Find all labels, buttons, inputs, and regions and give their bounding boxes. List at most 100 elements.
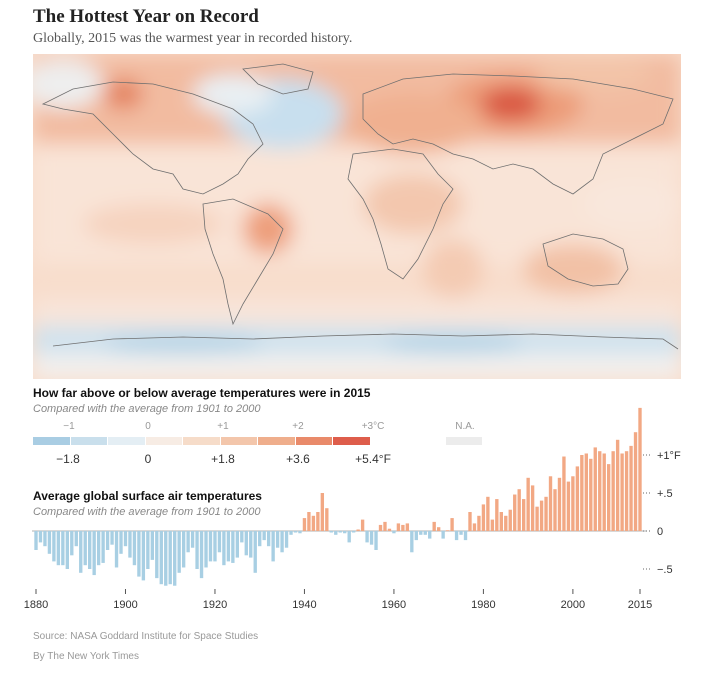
legend-swatch [145, 437, 182, 445]
x-tick-label: 1940 [292, 599, 316, 611]
bar-1998 [562, 456, 566, 531]
bar-1977 [468, 512, 472, 531]
bar-1914 [186, 531, 190, 553]
bar-1985 [504, 515, 508, 531]
bar-1972 [445, 530, 450, 531]
legend-na-swatch [446, 437, 482, 445]
bar-1889 [74, 531, 78, 547]
bar-2005 [593, 447, 597, 531]
legend-swatch [258, 437, 295, 445]
bar-1909 [164, 531, 168, 586]
bar-1963 [405, 523, 410, 531]
bar-1994 [544, 496, 548, 531]
bar-1936 [284, 531, 289, 548]
bar-1992 [535, 506, 539, 531]
bar-1881 [38, 531, 43, 543]
bar-1910 [168, 531, 172, 585]
bar-1923 [226, 531, 231, 562]
chart-subtitle: Compared with the average from 1901 to 2… [33, 506, 261, 518]
bar-1940 [302, 518, 307, 531]
x-tick-label: 2015 [628, 599, 652, 611]
page-title: The Hottest Year on Record [33, 6, 259, 27]
bar-1900 [123, 531, 128, 547]
bar-1987 [513, 494, 517, 531]
bar-1956 [374, 531, 378, 550]
bar-1980 [481, 504, 486, 531]
bar-1931 [262, 531, 266, 541]
bar-1894 [96, 531, 101, 566]
x-tick-label: 2000 [561, 599, 585, 611]
bar-1934 [275, 531, 280, 548]
y-tick-label: −.5 [657, 564, 673, 576]
bar-1898 [114, 531, 119, 568]
x-tick-label: 1980 [471, 599, 495, 611]
page-subtitle: Globally, 2015 was the warmest year in r… [33, 31, 353, 46]
bar-1895 [101, 531, 105, 563]
bar-1955 [369, 531, 374, 545]
bar-1928 [249, 531, 253, 558]
bar-1969 [432, 521, 436, 531]
bar-2001 [575, 466, 580, 531]
legend-swatch [108, 437, 145, 445]
anomaly-blobs [33, 54, 681, 379]
eurasia-outline [362, 73, 674, 195]
bar-1922 [222, 531, 226, 566]
bar-1887 [65, 531, 69, 569]
legend-swatch [70, 437, 107, 445]
bar-1941 [307, 512, 311, 531]
bar-1970 [436, 527, 441, 531]
legend-na-label: N.A. [455, 421, 475, 432]
source-note: Source: NASA Goddard Institute for Space… [33, 631, 259, 642]
bar-1944 [320, 493, 325, 531]
bar-1921 [217, 531, 222, 553]
bar-1886 [61, 531, 65, 566]
bar-1968 [428, 531, 432, 539]
bar-1995 [548, 476, 553, 531]
bar-1906 [150, 531, 155, 560]
bar-1888 [70, 531, 74, 556]
bar-1932 [266, 531, 271, 547]
bar-1884 [52, 531, 56, 562]
bar-1920 [213, 531, 217, 562]
bar-1908 [159, 531, 163, 585]
bar-1897 [110, 531, 114, 545]
legend-fahrenheit-label: +3.6 [286, 452, 310, 466]
bar-1957 [378, 524, 383, 531]
bar-1892 [88, 531, 92, 569]
y-tick-label: +1°F [657, 450, 681, 462]
legend-fahrenheit-label: +1.8 [211, 452, 235, 466]
bar-1948 [338, 531, 342, 533]
bar-1902 [132, 531, 137, 566]
y-tick-label: +.5 [657, 488, 673, 500]
bar-1903 [137, 531, 141, 577]
south-america-outline [202, 198, 284, 326]
bar-1935 [280, 531, 284, 553]
bar-1971 [441, 531, 445, 539]
australia-outline [542, 233, 629, 287]
bar-1983 [495, 499, 499, 531]
legend-title: How far above or below average temperatu… [33, 386, 371, 400]
bar-1883 [47, 531, 52, 554]
bar-1952 [356, 529, 360, 531]
bar-1966 [419, 531, 423, 535]
x-tick-label: 1880 [24, 599, 48, 611]
bar-1951 [351, 531, 356, 533]
chart-title: Average global surface air temperatures [33, 489, 262, 503]
bar-1933 [271, 531, 275, 562]
bar-1925 [235, 531, 240, 558]
bar-1911 [173, 531, 177, 586]
bar-1950 [347, 531, 351, 543]
bar-1930 [258, 531, 262, 547]
bar-1959 [387, 528, 392, 531]
bar-1899 [119, 531, 123, 554]
bar-2012 [624, 451, 629, 531]
bar-1939 [298, 531, 302, 534]
legend-swatch [183, 437, 220, 445]
bar-1986 [508, 509, 512, 531]
bar-1953 [360, 519, 365, 531]
greenland-outline [242, 63, 314, 95]
bar-1904 [141, 531, 146, 581]
bar-1926 [240, 531, 244, 543]
bar-1997 [557, 477, 562, 531]
bar-1947 [334, 531, 338, 535]
